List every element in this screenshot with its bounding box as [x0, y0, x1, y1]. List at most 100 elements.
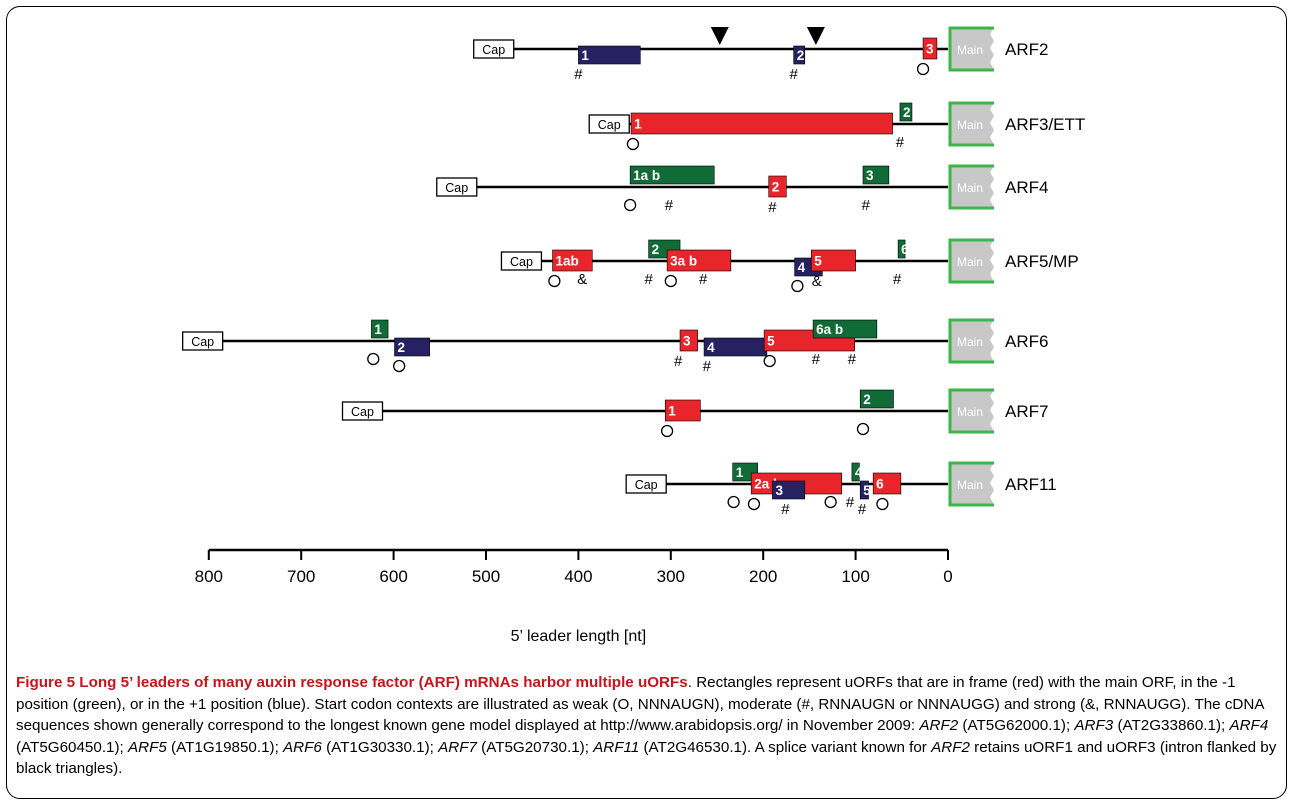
main-orf-fill-arf11	[950, 463, 994, 505]
uorf-arf6-1-label: 1	[374, 322, 382, 337]
caption-gene-arf11: ARF11	[593, 738, 640, 756]
uorf-diagram: Cap Main ARF2 1 #2 #3 Cap Main ARF3/ETT 1 2 # Cap Mai…	[182, 26, 1085, 645]
main-orf-border-arf7	[948, 388, 994, 434]
uorf-arf3-ett-1-label: 1	[634, 117, 642, 132]
uorf-arf3-ett-2-label: 2	[903, 105, 911, 120]
uorf-arf4-2-moderate-context-mark: #	[768, 199, 777, 216]
cap-box-arf3-ett	[588, 114, 630, 134]
main-label-arf5-mp: Main	[957, 255, 983, 269]
uorf-arf6-4-label: 4	[707, 340, 715, 355]
uorf-arf6-3	[679, 329, 698, 352]
uorf-arf11-3-moderate-context-mark: #	[781, 501, 790, 518]
caption-gene-arf5: ARF5	[128, 738, 167, 756]
cap-label-arf5-mp: Cap	[510, 255, 533, 269]
x-tick-label-600: 600	[379, 567, 407, 586]
uorf-arf6-3-label: 3	[683, 334, 691, 349]
uorf-arf4-1-weak-context-circle	[623, 198, 637, 212]
x-tick-label-0: 0	[943, 567, 952, 586]
uorf-arf5-mp-4-label: 4	[798, 260, 806, 275]
main-label-arf2: Main	[957, 43, 983, 57]
uorf-arf4-1	[629, 165, 715, 185]
caption-gene-arf4: ARF4	[1229, 717, 1269, 734]
uorf-arf5-mp-1	[552, 249, 593, 272]
uorf-arf2-2-label: 2	[797, 48, 805, 63]
main-orf-border-arf3-ett	[948, 101, 994, 147]
intron-triangle-arf2-2	[806, 27, 825, 45]
main-orf-border-arf6	[948, 318, 994, 364]
uorf-arf6-6-moderate-context-mark: #	[812, 351, 821, 368]
uorf-arf5-mp-3-weak-context-circle	[664, 274, 677, 288]
uorf-arf6-2-label: 2	[398, 340, 406, 355]
caption-accession-arf4: (AT5G60450.1);	[16, 738, 128, 756]
main-orf-fill-arf7	[950, 390, 994, 432]
main-label-arf6: Main	[957, 335, 983, 349]
uorf-arf3-ett-1	[630, 112, 893, 135]
uorf-arf2-3-label: 3	[926, 42, 934, 57]
main-orf-fill-arf5-mp	[950, 240, 994, 282]
context-arf6-1-moderate-context-mark: #	[848, 351, 857, 368]
caption-text: . Rectangles represent uORFs that are in…	[16, 674, 1264, 734]
cap-label-arf4: Cap	[445, 181, 468, 195]
x-tick-label-400: 400	[564, 567, 592, 586]
uorf-arf6-5-weak-context-circle	[763, 354, 776, 368]
uorf-arf4-3	[862, 165, 890, 185]
uorf-arf11-4	[851, 462, 860, 482]
main-label-arf7: Main	[957, 405, 983, 419]
uorf-arf6-4-moderate-context-mark: #	[703, 358, 712, 375]
uorf-arf7-1-label: 1	[668, 404, 676, 419]
uorf-arf4-1-label: 1a b	[633, 168, 660, 183]
main-orf-border-arf11	[948, 461, 994, 507]
gene-name-arf2: ARF2	[1005, 40, 1048, 59]
uorf-arf6-6-label: 6a b	[816, 322, 843, 337]
figure-frame	[6, 6, 1287, 799]
uorf-arf2-1	[578, 45, 641, 65]
main-orf-border-arf2	[948, 26, 994, 72]
cap-box-arf5-mp	[500, 251, 543, 271]
uorf-arf5-mp-5-strong-context-mark: &	[812, 273, 822, 290]
context-arf4-1-moderate-context-mark: #	[665, 197, 674, 214]
cap-label-arf7: Cap	[351, 405, 374, 419]
uorf-arf3-ett-2-moderate-context-mark: #	[896, 134, 905, 151]
caption-accession-arf3: (AT2G33860.1);	[1113, 717, 1230, 734]
uorf-arf5-mp-2-moderate-context-mark: #	[644, 271, 653, 288]
gene-name-arf6: ARF6	[1005, 332, 1048, 351]
x-axis-title: 5’ leader length [nt]	[511, 628, 647, 645]
caption-gene-arf2: ARF2	[919, 717, 959, 734]
main-label-arf3-ett: Main	[957, 118, 983, 132]
uorf-arf6-2	[394, 337, 430, 357]
uorf-arf11-5	[859, 480, 869, 500]
uorf-arf7-1	[664, 399, 701, 422]
uorf-arf5-mp-3-label: 3a b	[670, 254, 697, 269]
x-tick-label-200: 200	[749, 567, 777, 586]
cap-box-arf7	[341, 401, 384, 421]
cap-box-arf6	[182, 331, 224, 351]
main-label-arf11: Main	[957, 478, 983, 492]
main-orf-fill-arf4	[950, 166, 994, 208]
uorf-arf7-2	[859, 389, 894, 409]
intron-triangle-arf2-1	[710, 27, 729, 45]
uorf-arf6-1	[371, 319, 389, 339]
uorf-arf5-mp-5	[810, 249, 856, 272]
uorf-arf5-mp-3	[666, 249, 732, 272]
caption-accession-arf5: (AT1G19850.1);	[166, 738, 284, 756]
gene-name-arf3-ett: ARF3/ETT	[1005, 115, 1085, 134]
caption-gene-arf3: ARF3	[1074, 717, 1114, 734]
caption-accession-arf7: (AT5G20730.1);	[476, 738, 594, 756]
caption-accession-arf11: (AT2G46530.1). A splice variant known fo…	[639, 738, 932, 756]
main-orf-fill-arf6	[950, 320, 994, 362]
main-orf-border-arf4	[948, 164, 994, 210]
caption-splice-note: retains uORF1 and uORF3 (intron flanked …	[16, 738, 1277, 778]
main-orf-fill-arf2	[950, 28, 994, 70]
caption-title: Figure 5 Long 5’ leaders of many auxin r…	[16, 674, 688, 691]
x-tick-label-500: 500	[472, 567, 500, 586]
uorf-arf2-3-weak-context-circle	[916, 62, 930, 76]
uorf-arf11-5-moderate-context-mark: #	[858, 501, 867, 518]
uorf-arf11-2-weak-context-circle	[747, 497, 761, 511]
gene-name-arf11: ARF11	[1005, 475, 1057, 494]
uorf-arf11-3	[772, 480, 806, 500]
uorf-arf4-3-label: 3	[866, 168, 874, 183]
uorf-arf6-5-label: 5	[767, 334, 775, 349]
context-arf5-mp-2-moderate-context-mark: #	[699, 271, 708, 288]
uorf-arf6-1-weak-context-circle	[367, 352, 380, 366]
uorf-arf5-mp-2-label: 2	[652, 242, 660, 257]
